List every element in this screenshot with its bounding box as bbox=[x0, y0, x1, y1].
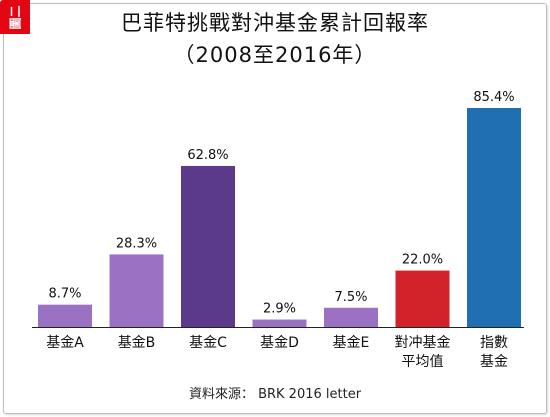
category-label-5: 基金E bbox=[333, 334, 370, 351]
value-label-2: 28.3% bbox=[116, 236, 157, 251]
bar-3 bbox=[181, 165, 235, 327]
category-label-2: 基金B bbox=[118, 334, 156, 351]
value-label-5: 7.5% bbox=[334, 290, 367, 305]
category-label-3: 基金C bbox=[189, 334, 227, 351]
bar-5 bbox=[324, 307, 378, 327]
value-label-7: 85.4% bbox=[473, 90, 514, 105]
category-label-6-line-1: 對冲基金 bbox=[395, 334, 451, 351]
chart-frame bbox=[3, 3, 547, 414]
category-label-4: 基金D bbox=[260, 334, 299, 351]
figure-badge: 圖二 bbox=[0, 0, 30, 34]
bar-1 bbox=[38, 304, 92, 327]
category-label-7-line-2: 基金 bbox=[480, 353, 508, 370]
bar-7 bbox=[467, 108, 521, 327]
value-label-4: 2.9% bbox=[263, 302, 296, 317]
source-note: 資料來源： BRK 2016 letter bbox=[188, 387, 362, 402]
value-label-1: 8.7% bbox=[48, 287, 81, 302]
bar-4 bbox=[252, 319, 307, 327]
chart-title: 巴菲特挑戰對沖基金累計回報率 bbox=[121, 11, 429, 35]
bar-2 bbox=[109, 254, 164, 327]
category-label-7-line-1: 指數 bbox=[480, 335, 508, 351]
value-label-6: 22.0% bbox=[402, 253, 443, 268]
category-label-1: 基金A bbox=[46, 334, 84, 351]
category-label-6-line-2: 平均值 bbox=[402, 354, 444, 370]
value-label-3: 62.8% bbox=[187, 148, 228, 163]
chart-subtitle: （2008至2016年） bbox=[173, 43, 377, 67]
bar-6 bbox=[395, 270, 450, 327]
